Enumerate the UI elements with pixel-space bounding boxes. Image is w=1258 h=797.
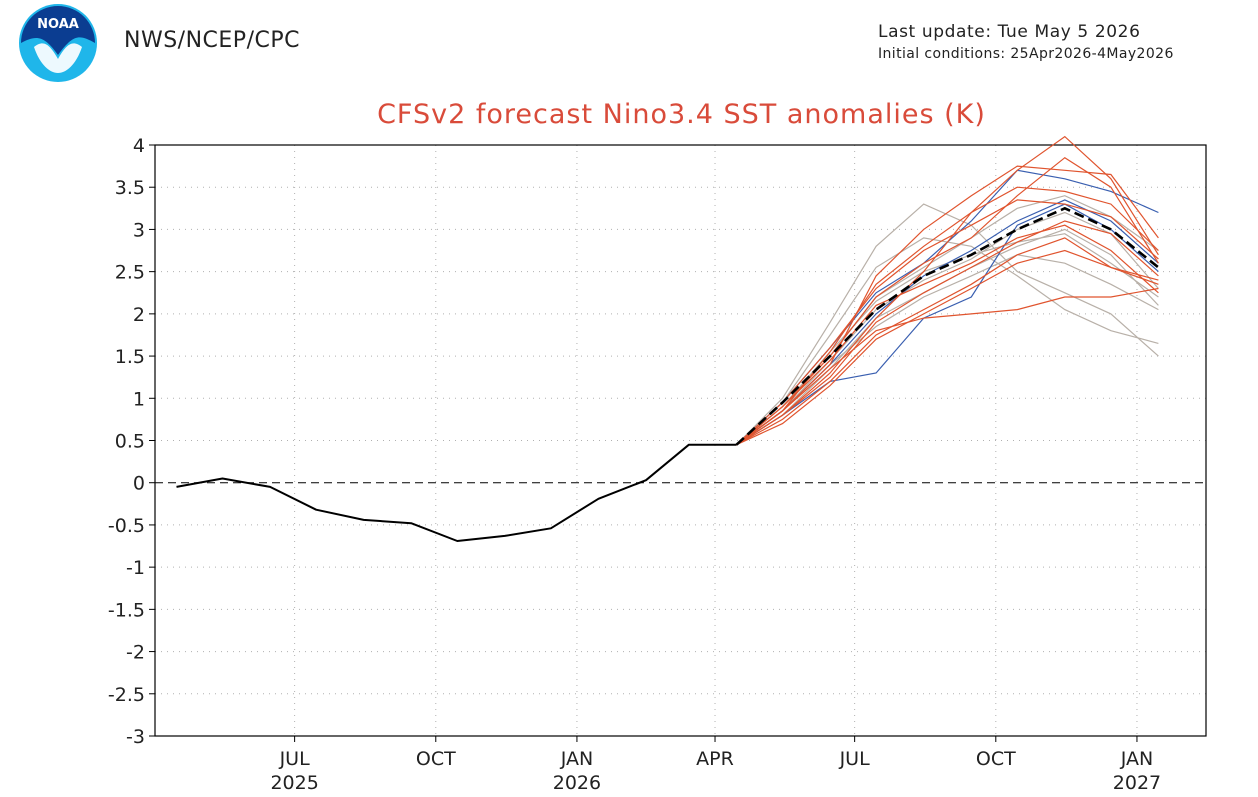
y-tick-label: 2.5 [115,262,145,284]
noaa-logo-icon: NOAA [19,4,97,82]
y-tick-label: -2.5 [108,684,145,706]
y-tick-label: 2 [133,304,145,326]
y-tick-label: -3 [126,726,145,748]
agency-label: NWS/NCEP/CPC [124,28,300,53]
ensemble-member-line [736,203,1159,446]
x-tick-label: APR [696,748,734,770]
ensemble-member-line [736,203,1159,446]
y-tick-label: 0 [133,473,145,495]
x-tick-label: JUL [279,748,311,770]
y-tick-label: 0.5 [115,431,145,453]
y-tick-label: 4 [133,135,145,157]
y-tick-label: 3.5 [115,177,145,199]
ensemble-member-line [736,254,1159,446]
tick-labels: -3-2.5-2-1.5-1-0.500.511.522.533.54JUL20… [108,135,1161,794]
x-tick-label: JUL [839,748,871,770]
ensemble-member-line [736,220,1159,446]
chart-title: CFSv2 forecast Nino3.4 SST anomalies (K) [377,99,986,130]
ensemble-member-line [736,135,1159,446]
ensemble-mean-line [735,206,1160,446]
grid-layer [155,145,1206,736]
ensemble-member-line [736,249,1159,446]
x-tick-label: OCT [976,748,1016,770]
ensemble-member-line [736,224,1159,446]
observed-line [176,443,737,542]
ensemble-member-line [736,195,1159,446]
y-tick-label: -1 [126,557,145,579]
y-tick-label: 1.5 [115,346,145,368]
last-update-text: Last update: Tue May 5 2026 [878,22,1141,42]
y-tick-label: 3 [133,219,145,241]
ensemble-member-line [736,237,1159,446]
x-year-label: 2025 [270,772,318,794]
y-tick-label: -0.5 [108,515,145,537]
ensemble-member-line [736,211,1159,446]
ensemble-member-line [736,199,1159,446]
ensemble-member-line [736,199,1159,446]
main-lines [176,206,1160,542]
x-tick-label: JAN [1120,748,1153,770]
y-tick-label: -2 [126,642,145,664]
ensemble-member-line [736,287,1159,446]
y-tick-label: -1.5 [108,599,145,621]
x-year-label: 2026 [553,772,601,794]
plot-frame [154,144,1207,737]
logo-text: NOAA [37,17,79,32]
x-year-label: 2027 [1113,772,1161,794]
x-tick-label: JAN [560,748,593,770]
ensemble-members [736,135,1159,446]
axis-layer [149,144,1207,742]
ensemble-member-line [736,186,1159,446]
initial-conditions-text: Initial conditions: 25Apr2026-4May2026 [878,46,1174,62]
y-tick-label: 1 [133,388,145,410]
x-tick-label: OCT [416,748,456,770]
